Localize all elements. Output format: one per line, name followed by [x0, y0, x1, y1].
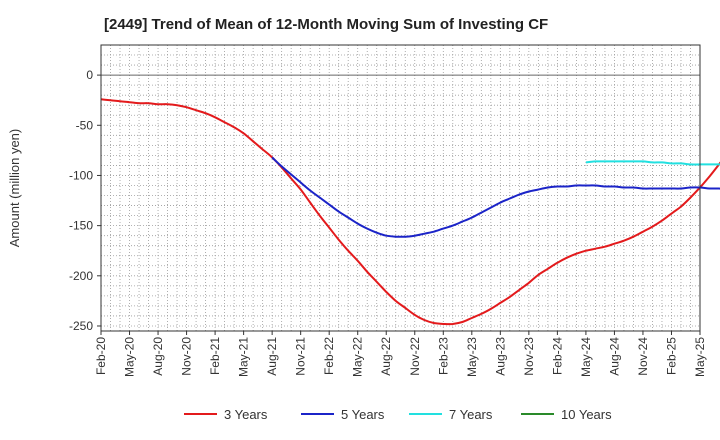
legend-label-3-years: 3 Years	[224, 407, 268, 422]
x-tick-label: May-22	[351, 337, 365, 377]
series-line-3-years	[100, 98, 720, 326]
legend: 3 Years 5 Years 7 Years 10 Years	[184, 407, 612, 422]
x-tick-label: Feb-23	[436, 337, 450, 375]
x-tick-label: May-25	[693, 337, 707, 377]
series-line-5-years	[271, 156, 720, 238]
x-tick-label: Aug-20	[151, 337, 165, 376]
x-tick-label: May-21	[237, 337, 251, 377]
x-tick-label: Nov-21	[294, 337, 308, 376]
x-tick-label: Nov-23	[522, 337, 536, 376]
x-tick-label: Aug-21	[265, 337, 279, 376]
y-tick-label: -50	[76, 118, 94, 132]
chart-title: [2449] Trend of Mean of 12-Month Moving …	[104, 16, 549, 33]
grid	[101, 44, 700, 331]
x-tick-label: Feb-25	[664, 337, 678, 375]
x-tick-label: Nov-20	[180, 337, 194, 376]
x-tick-label: May-20	[123, 337, 137, 377]
x-tick-label: Nov-22	[408, 337, 422, 376]
plot-frame	[100, 44, 701, 332]
y-tick-label: 0	[86, 68, 93, 82]
x-tick-label: Feb-20	[94, 337, 108, 375]
x-tick-label: May-23	[465, 337, 479, 377]
legend-label-10-years: 10 Years	[561, 407, 612, 422]
x-tick-label: May-24	[579, 337, 593, 377]
x-tick-label: Feb-22	[322, 337, 336, 375]
y-tick-label: -150	[69, 219, 93, 233]
series-lines	[100, 98, 720, 326]
y-tick-label: -100	[69, 168, 93, 182]
legend-label-7-years: 7 Years	[449, 407, 493, 422]
y-axis-label: Amount (million yen)	[7, 129, 22, 248]
x-tick-label: Aug-24	[607, 337, 621, 376]
y-tick-label: -250	[69, 319, 93, 333]
x-tick-label: Aug-23	[493, 337, 507, 376]
y-tick-label: -200	[69, 269, 93, 283]
x-tick-label: Feb-21	[208, 337, 222, 375]
x-tick-label: Aug-22	[379, 337, 393, 376]
x-tick-label: Nov-24	[636, 337, 650, 376]
legend-label-5-years: 5 Years	[341, 407, 385, 422]
x-tick-label: Feb-24	[550, 337, 564, 375]
series-line-7-years	[585, 160, 720, 166]
